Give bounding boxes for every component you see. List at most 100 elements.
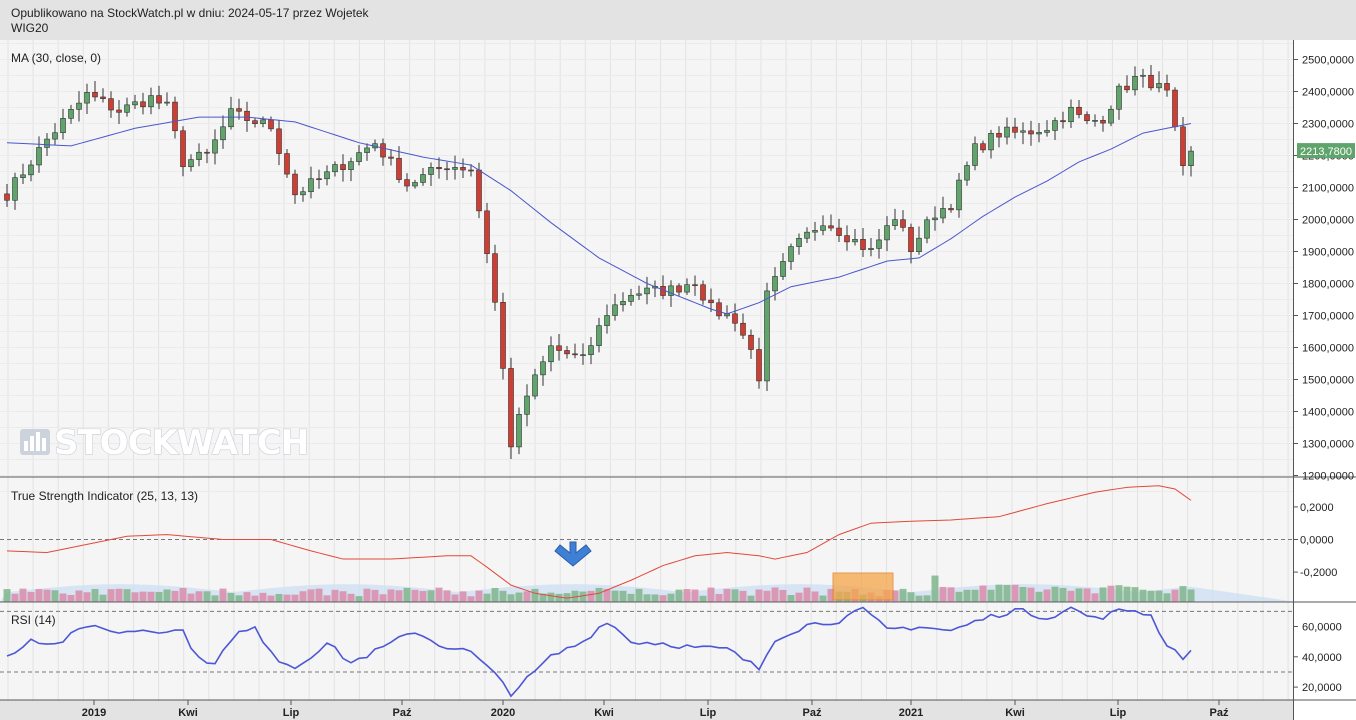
tsi-histogram-bar [27, 591, 35, 602]
candle [316, 178, 322, 181]
tsi-histogram-bar [1059, 587, 1067, 602]
candle [228, 108, 234, 128]
tsi-histogram-bar [419, 590, 427, 602]
candle [1116, 85, 1122, 110]
price-panel[interactable] [4, 65, 1194, 459]
candle [924, 219, 930, 239]
candle [748, 334, 754, 350]
tsi-panel[interactable] [0, 485, 1293, 602]
tsi-histogram-bar [467, 596, 475, 602]
tsi-histogram-bar [339, 591, 347, 602]
price-axis-label: 2400,0000 [1302, 87, 1354, 99]
tsi-histogram-bar [1067, 590, 1075, 602]
candle [956, 179, 962, 211]
tsi-histogram-bar [1027, 587, 1035, 602]
tsi-histogram-bar [523, 591, 531, 602]
candle [684, 284, 690, 293]
price-axis-label: 1900,0000 [1302, 247, 1354, 259]
candle [476, 169, 482, 212]
price-axis-label: 2100,0000 [1302, 183, 1354, 195]
tsi-histogram-bar [811, 591, 819, 602]
tsi-histogram-bar [19, 588, 27, 602]
tsi-histogram-bar [507, 594, 515, 602]
price-axis-label: 1500,0000 [1302, 375, 1354, 387]
candle [196, 151, 202, 160]
tsi-histogram-bar [555, 593, 563, 602]
tsi-histogram-bar [99, 594, 107, 602]
tsi-histogram-bar [147, 591, 155, 602]
rsi-panel[interactable] [0, 606, 1293, 698]
rsi-indicator-label: RSI (14) [11, 613, 56, 627]
tsi-histogram-bar [651, 594, 659, 602]
tsi-axis-label: -0,2000 [1300, 567, 1337, 579]
tsi-histogram-bar [699, 595, 707, 602]
candle [52, 132, 58, 140]
candle [740, 322, 746, 336]
candle [388, 156, 394, 159]
tsi-histogram-bar [123, 589, 131, 602]
candle [492, 253, 498, 303]
stock-chart[interactable]: STOCKWATCH 1200,0000 1300,0000 1400,0000 15… [0, 40, 1356, 720]
candle [932, 217, 938, 221]
candle [68, 109, 74, 119]
candle [588, 345, 594, 355]
tsi-histogram-bar [771, 587, 779, 602]
tsi-histogram-bar [667, 593, 675, 602]
tsi-histogram-bar [1011, 584, 1019, 602]
candle [700, 284, 706, 301]
candle [732, 313, 738, 324]
tsi-histogram-bar [1075, 588, 1083, 602]
tsi-histogram-bar [955, 591, 963, 602]
candle [532, 374, 538, 397]
candle [340, 164, 346, 170]
candle [868, 248, 874, 250]
price-axis-label: 1200,0000 [1302, 471, 1354, 483]
candle [612, 304, 618, 316]
candle [828, 225, 834, 229]
candle [100, 96, 106, 99]
candle [892, 219, 898, 226]
tsi-histogram-bar [363, 588, 371, 602]
candle [428, 167, 434, 175]
tsi-histogram-bar [739, 590, 747, 602]
rsi-axis-label: 60,0000 [1302, 622, 1342, 634]
tsi-histogram-bar [155, 591, 163, 602]
tsi-histogram-bar [595, 587, 603, 602]
tsi-histogram-bar [59, 593, 67, 602]
tsi-histogram-bar [1123, 586, 1131, 602]
tsi-histogram-bar [531, 588, 539, 602]
tsi-histogram-bar [675, 589, 683, 602]
tsi-histogram-bar [347, 593, 355, 602]
tsi-histogram-bar [35, 589, 43, 602]
tsi-histogram-bar [819, 595, 827, 602]
candle [324, 171, 330, 180]
candle [1180, 126, 1186, 166]
tsi-histogram-bar [1139, 589, 1147, 602]
tsi-histogram-bar [179, 587, 187, 602]
candle [668, 285, 674, 296]
candle [852, 239, 858, 243]
stockwatch-watermark: STOCKWATCH [20, 422, 310, 464]
tsi-histogram-bar [1147, 590, 1155, 602]
candle [124, 104, 130, 113]
x-axis-label: Paź [803, 707, 822, 719]
tsi-histogram-bar [763, 590, 771, 602]
tsi-histogram-bar [547, 592, 555, 602]
candle [36, 147, 42, 166]
price-axis-label: 1400,0000 [1302, 407, 1354, 419]
candle [1164, 83, 1170, 91]
tsi-histogram-bar [67, 594, 75, 602]
tsi-histogram-bar [627, 593, 635, 602]
x-axis-label: 2020 [491, 707, 515, 719]
candle [524, 395, 530, 415]
candle [1012, 126, 1018, 133]
candle [604, 315, 610, 326]
chart-header: Opublikowano na StockWatch.pl w dniu: 20… [0, 0, 1356, 40]
rsi-axis-label: 20,0000 [1302, 682, 1342, 694]
candle [548, 345, 554, 363]
candle [564, 350, 570, 355]
tsi-histogram-bar [443, 590, 451, 602]
candle [268, 119, 274, 130]
x-axis-label: Paź [1210, 707, 1229, 719]
candle [1140, 74, 1146, 77]
